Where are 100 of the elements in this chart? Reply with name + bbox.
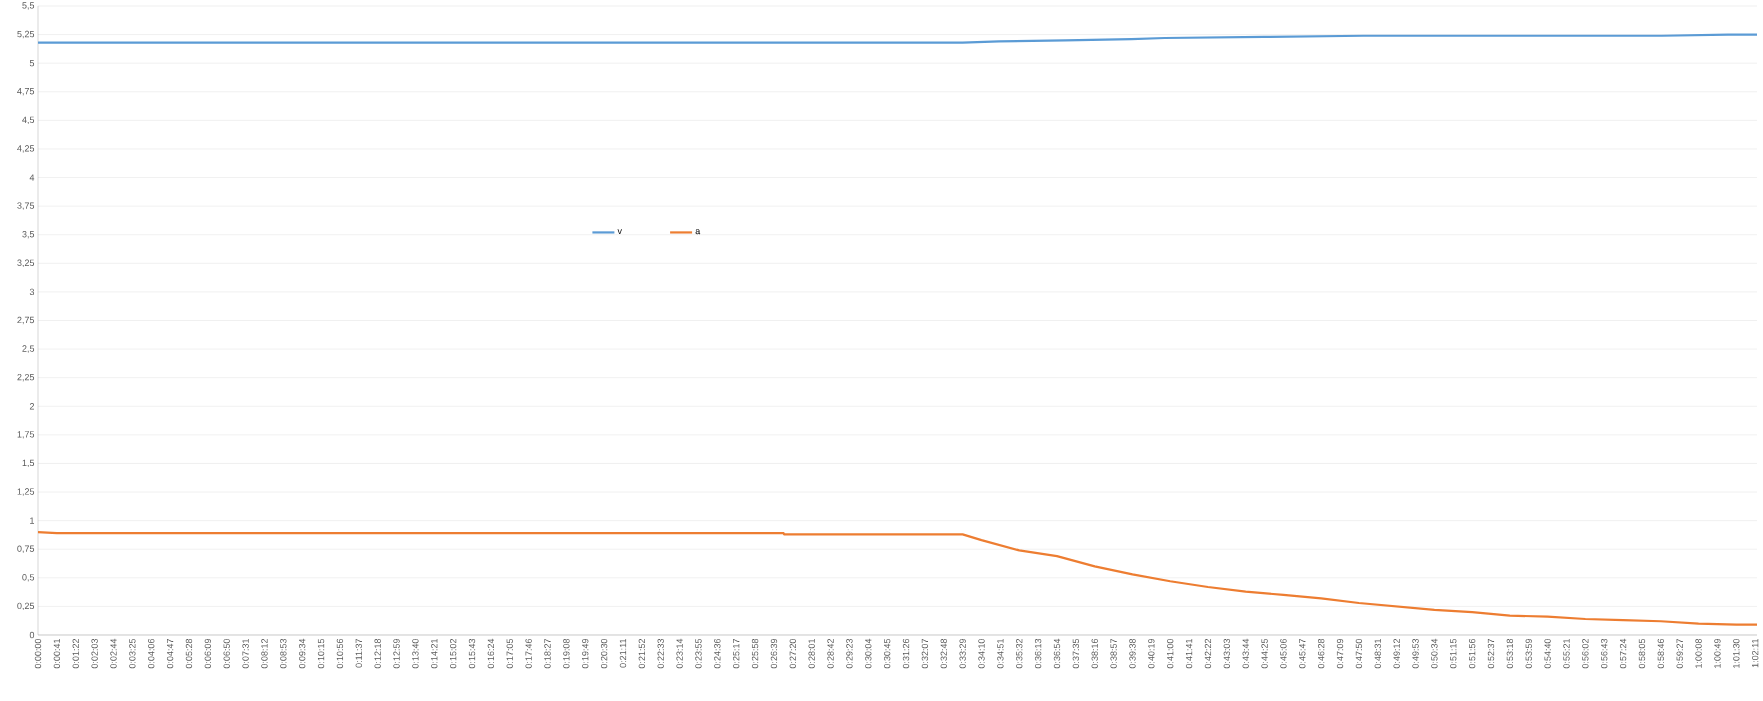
x-tick-label: 0:45:06 — [1280, 638, 1287, 669]
y-tick-label: 3 — [29, 288, 35, 296]
x-tick-label: 0:02:44 — [110, 638, 117, 669]
y-tick-label: 2 — [29, 403, 35, 410]
x-tick-label: 0:36:13 — [1034, 638, 1042, 669]
x-tick-label: 0:56:02 — [1582, 638, 1589, 669]
x-tick-label: 0:49:12 — [1393, 638, 1400, 669]
x-tick-label: 0:04:06 — [148, 638, 155, 669]
x-tick-label: 0:55:21 — [1563, 638, 1570, 669]
y-tick-label: 3,25 — [17, 259, 35, 268]
x-tick-label: 0:36:54 — [1053, 638, 1061, 669]
x-tick-label: 0:06:09 — [204, 638, 212, 669]
x-tick-label: 0:14:21 — [431, 638, 438, 669]
x-tick-label: 0:50:34 — [1431, 638, 1438, 669]
x-tick-label: 0:13:40 — [412, 638, 419, 669]
x-tick-label: 0:08:53 — [280, 638, 287, 669]
y-tick-label: 1,25 — [17, 488, 35, 496]
x-tick-label: 0:43:44 — [1242, 638, 1249, 669]
x-tick-label: 0:24:36 — [714, 638, 721, 669]
y-tick-label: 2,5 — [22, 345, 35, 353]
x-tick-label: 0:28:42 — [827, 638, 834, 669]
x-tick-label: 1:00:08 — [1695, 638, 1702, 668]
x-tick-label: 0:23:55 — [695, 638, 702, 669]
x-tick-label: 0:00:41 — [53, 638, 61, 669]
x-tick-label: 0:12:59 — [393, 638, 400, 669]
y-tick-label: 2,75 — [17, 316, 35, 325]
x-tick-label: 0:16:24 — [487, 638, 495, 669]
y-tick-label: 1 — [30, 517, 35, 524]
x-tick-label: 0:57:24 — [1619, 638, 1627, 669]
x-tick-label: 0:56:43 — [1601, 638, 1608, 669]
x-tick-label: 0:19:49 — [582, 638, 589, 669]
x-tick-label: 0:43:03 — [1223, 638, 1231, 669]
y-tick-label: 4,75 — [17, 88, 35, 96]
x-tick-label: 0:58:05 — [1638, 638, 1646, 669]
x-tick-label: 0:09:34 — [298, 638, 306, 669]
x-tick-label: 0:17:05 — [506, 638, 513, 669]
x-tick-label: 0:17:46 — [525, 638, 532, 669]
x-tick-label: 0:26:39 — [770, 638, 778, 669]
y-tick-label: 1,75 — [17, 431, 35, 439]
y-tick-label: 0,5 — [22, 574, 35, 582]
x-tick-label: 1:01:30 — [1733, 638, 1740, 668]
x-tick-label: 0:25:17 — [733, 638, 740, 669]
x-tick-label: 0:34:51 — [997, 638, 1004, 669]
y-tick-label: 4,25 — [17, 145, 35, 153]
x-tick-label: 0:15:43 — [468, 638, 476, 669]
y-tick-label: 5 — [29, 60, 35, 67]
x-tick-label: 0:52:37 — [1487, 638, 1495, 669]
x-tick-label: 0:27:20 — [789, 638, 796, 669]
x-tick-label: 0:44:25 — [1261, 638, 1268, 669]
x-tick-label: 0:38:16 — [1091, 638, 1098, 669]
x-tick-label: 0:32:48 — [940, 638, 947, 669]
y-tick-label: 5,25 — [17, 30, 35, 39]
x-tick-label: 0:10:15 — [317, 638, 325, 669]
x-tick-label: 0:51:15 — [1450, 638, 1457, 669]
x-tick-label: 0:49:53 — [1412, 638, 1419, 669]
x-tick-label: 1:00:49 — [1714, 638, 1721, 668]
x-tick-label: 0:51:56 — [1468, 638, 1476, 669]
x-tick-label: 0:07:31 — [242, 638, 249, 669]
x-tick-label: 1:02:11 — [1751, 638, 1759, 668]
x-tick-label: 0:47:50 — [1355, 638, 1363, 669]
x-tick-label: 0:03:25 — [129, 638, 136, 669]
x-tick-label: 0:45:47 — [1299, 638, 1306, 669]
x-tick-label: 0:12:18 — [374, 638, 381, 669]
x-tick-label: 0:02:03 — [91, 638, 98, 669]
y-tick-label: 1,5 — [22, 459, 35, 468]
x-tick-label: 0:33:29 — [959, 638, 966, 669]
x-tick-label: 0:53:18 — [1506, 638, 1514, 669]
x-tick-label: 0:42:22 — [1204, 638, 1212, 669]
x-tick-label: 0:37:35 — [1072, 638, 1080, 669]
x-tick-label: 0:29:23 — [846, 638, 853, 669]
x-tick-label: 0:38:57 — [1110, 638, 1117, 669]
y-tick-label: 2,25 — [17, 373, 35, 382]
x-tick-label: 0:00:00 — [34, 638, 42, 669]
y-tick-label: 0 — [29, 631, 35, 639]
x-tick-label: 0:30:04 — [865, 638, 872, 669]
legend-label: a — [695, 229, 701, 235]
y-tick-label: 4,5 — [22, 116, 35, 125]
x-tick-label: 0:20:30 — [600, 638, 608, 669]
x-tick-label: 0:04:47 — [166, 638, 174, 669]
x-tick-label: 0:15:02 — [449, 638, 457, 669]
y-tick-label: 0,25 — [17, 602, 35, 611]
x-tick-label: 0:53:59 — [1525, 638, 1532, 669]
y-tick-label: 5,5 — [22, 2, 35, 10]
y-tick-label: 3,5 — [22, 231, 35, 239]
y-tick-label: 0,75 — [17, 545, 35, 553]
x-tick-label: 0:41:41 — [1185, 638, 1193, 669]
x-tick-label: 0:48:31 — [1374, 638, 1381, 669]
x-tick-label: 0:40:19 — [1148, 638, 1155, 669]
x-tick-label: 0:10:56 — [336, 638, 344, 669]
x-tick-label: 0:35:32 — [1016, 638, 1023, 669]
x-tick-label: 0:18:27 — [544, 638, 551, 669]
x-tick-label: 0:31:26 — [902, 638, 910, 669]
y-tick-label: 4 — [29, 174, 35, 181]
x-tick-label: 0:01:22 — [72, 638, 79, 669]
x-tick-label: 0:46:28 — [1317, 638, 1325, 669]
x-tick-label: 0:19:08 — [563, 638, 570, 669]
x-tick-label: 0:34:10 — [978, 638, 985, 669]
x-tick-label: 0:30:45 — [883, 638, 891, 669]
x-tick-label: 0:08:12 — [261, 638, 268, 669]
x-tick-label: 0:28:01 — [808, 638, 815, 669]
